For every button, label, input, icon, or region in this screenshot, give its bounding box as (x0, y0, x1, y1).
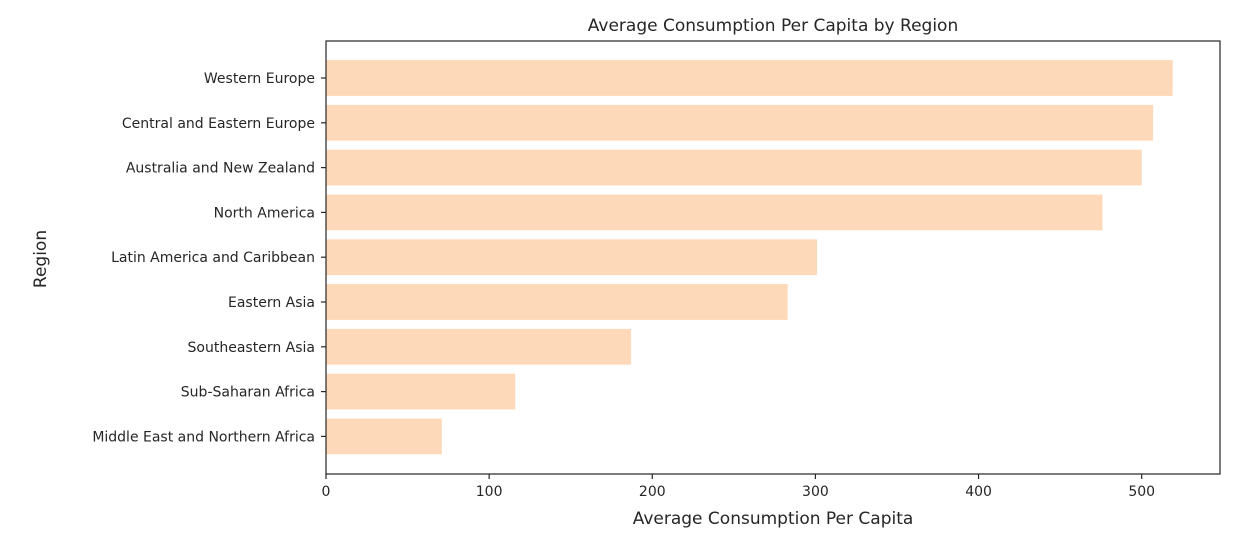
bar-central-and-eastern-europe (326, 104, 1154, 141)
bar-sub-saharan-africa (326, 373, 516, 410)
y-tick-label: Australia and New Zealand (126, 161, 315, 177)
y-axis-label: Region (31, 230, 51, 288)
y-tick-label: Latin America and Caribbean (111, 250, 315, 266)
y-tick-label: Western Europe (204, 71, 315, 87)
bar-latin-america-and-caribbean (326, 239, 818, 276)
chart-title: Average Consumption Per Capita by Region (588, 16, 958, 36)
y-tick-label: Southeastern Asia (188, 340, 315, 356)
bar-middle-east-and-northern-africa (326, 418, 442, 455)
x-tick-label: 200 (639, 484, 666, 500)
y-tick-label: Sub-Saharan Africa (181, 385, 315, 401)
bar-australia-and-new-zealand (326, 149, 1142, 186)
x-tick-label: 0 (322, 484, 331, 500)
bar-western-europe (326, 60, 1173, 96)
y-tick-label: Middle East and Northern Africa (92, 429, 315, 445)
y-axis-ticks: Western Europe Central and Eastern Europe… (92, 71, 326, 445)
bars-layer (326, 60, 1173, 455)
x-axis-label: Average Consumption Per Capita (633, 509, 914, 529)
y-tick-label: Central and Eastern Europe (122, 116, 315, 132)
y-tick-label: Eastern Asia (228, 295, 315, 311)
x-tick-label: 100 (476, 484, 503, 500)
bar-southeastern-asia (326, 328, 632, 365)
x-axis-ticks: 0 100 200 300 400 500 (322, 474, 1155, 500)
bar-eastern-asia (326, 284, 788, 320)
x-tick-label: 500 (1128, 484, 1155, 500)
x-tick-label: 300 (802, 484, 829, 500)
bar-north-america (326, 194, 1103, 231)
plot-frame (325, 40, 1221, 475)
y-tick-label: North America (214, 205, 315, 221)
x-tick-label: 400 (965, 484, 992, 500)
